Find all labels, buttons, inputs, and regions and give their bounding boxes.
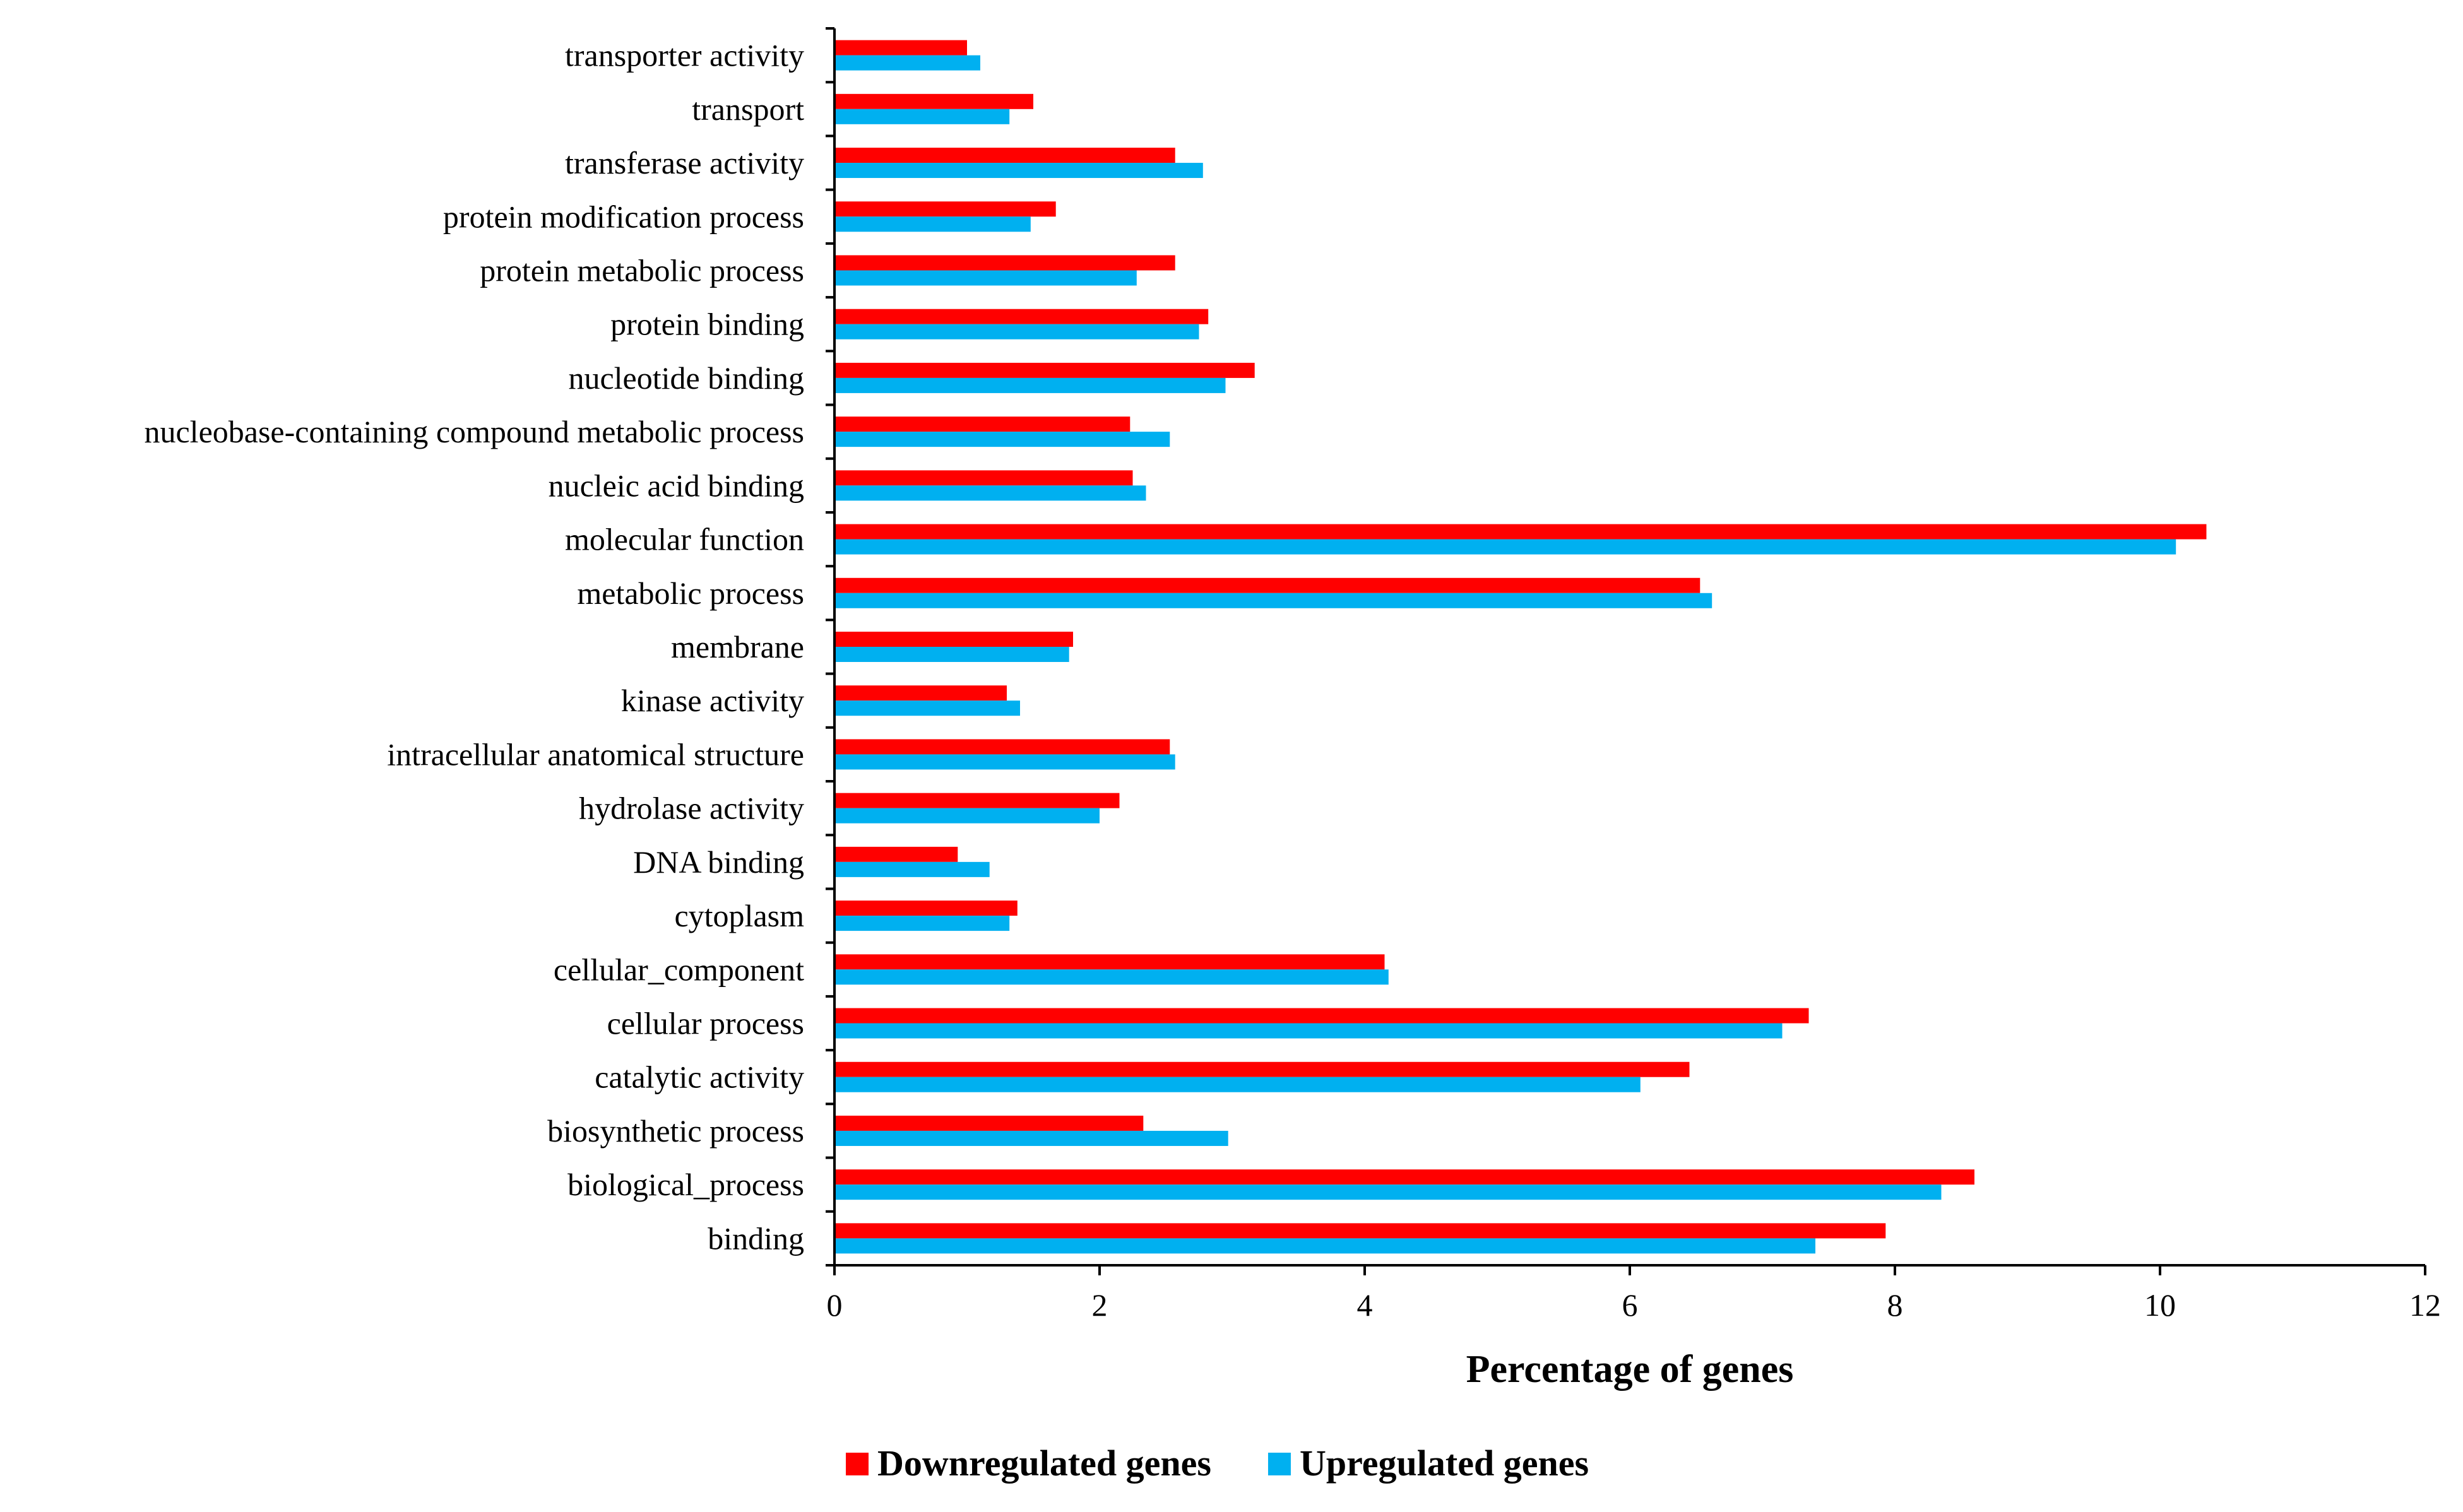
legend-swatch-downregulated-genes — [846, 1453, 869, 1475]
category-label-transferase-activity: transferase activity — [565, 145, 804, 180]
x-tick-label-0: 0 — [827, 1287, 843, 1323]
legend-swatch-upregulated-genes — [1267, 1453, 1291, 1475]
category-label-intracellular-anatomical-structure: intracellular anatomical structure — [387, 736, 804, 772]
bar-upregulated-genes-cellular-component — [834, 969, 1389, 985]
bar-downregulated-genes-molecular-function — [834, 524, 2207, 540]
bar-upregulated-genes-binding — [834, 1238, 1815, 1254]
bar-downregulated-genes-protein-modification-process — [834, 201, 1056, 217]
category-label-protein-modification-process: protein modification process — [443, 199, 804, 234]
bar-downregulated-genes-cellular-component — [834, 954, 1385, 970]
bar-upregulated-genes-protein-metabolic-process — [834, 270, 1137, 286]
bar-downregulated-genes-nucleic-acid-binding — [834, 470, 1133, 486]
bar-upregulated-genes-nucleic-acid-binding — [834, 485, 1146, 501]
bar-downregulated-genes-cellular-process — [834, 1008, 1809, 1024]
category-label-transporter-activity: transporter activity — [565, 38, 804, 73]
x-tick-label-6: 6 — [1622, 1287, 1638, 1323]
legend: Downregulated genes Upregulated genes — [846, 1443, 1589, 1484]
category-label-biological-process: biological_process — [567, 1167, 804, 1202]
category-label-cellular-process: cellular process — [607, 1006, 804, 1041]
bar-downregulated-genes-binding — [834, 1223, 1886, 1239]
bar-downregulated-genes-dna-binding — [834, 846, 958, 862]
category-label-molecular-function: molecular function — [565, 522, 804, 557]
bar-downregulated-genes-metabolic-process — [834, 577, 1700, 593]
category-label-binding: binding — [708, 1220, 804, 1256]
y-axis-ticks — [826, 27, 834, 1267]
bar-upregulated-genes-biosynthetic-process — [834, 1130, 1228, 1146]
bar-downregulated-genes-catalytic-activity — [834, 1061, 1690, 1077]
bar-downregulated-genes-biosynthetic-process — [834, 1115, 1144, 1131]
bar-downregulated-genes-nucleotide-binding — [834, 362, 1255, 378]
bar-upregulated-genes-protein-binding — [834, 324, 1199, 340]
bar-upregulated-genes-hydrolase-activity — [834, 808, 1100, 824]
x-tick-label-4: 4 — [1357, 1287, 1373, 1323]
bar-upregulated-genes-kinase-activity — [834, 700, 1020, 716]
bar-upregulated-genes-transporter-activity — [834, 55, 980, 71]
bar-upregulated-genes-transferase-activity — [834, 163, 1203, 179]
bars-group — [834, 40, 2207, 1254]
category-label-dna-binding: DNA binding — [633, 844, 804, 880]
bar-upregulated-genes-cellular-process — [834, 1023, 1783, 1039]
category-label-protein-binding: protein binding — [610, 307, 804, 342]
bar-downregulated-genes-transferase-activity — [834, 148, 1175, 163]
bar-downregulated-genes-biological-process — [834, 1169, 1974, 1185]
bar-downregulated-genes-transporter-activity — [834, 40, 967, 56]
x-axis-ticks: 0 2 4 6 8 10 12 — [827, 1265, 2441, 1323]
category-label-transport: transport — [692, 92, 804, 127]
bar-downregulated-genes-membrane — [834, 632, 1073, 647]
bar-downregulated-genes-cytoplasm — [834, 901, 1018, 916]
category-label-cytoplasm: cytoplasm — [674, 898, 804, 933]
bar-downregulated-genes-kinase-activity — [834, 685, 1007, 701]
category-label-protein-metabolic-process: protein metabolic process — [480, 252, 804, 288]
x-tick-label-8: 8 — [1887, 1287, 1903, 1323]
bar-downregulated-genes-hydrolase-activity — [834, 793, 1120, 808]
category-label-nucleobase-containing-compound-metabolic-process: nucleobase-containing compound metabolic… — [144, 414, 804, 449]
bar-upregulated-genes-cytoplasm — [834, 916, 1010, 931]
category-label-cellular-component: cellular_component — [554, 952, 804, 987]
bar-upregulated-genes-dna-binding — [834, 861, 990, 877]
bar-downregulated-genes-transport — [834, 93, 1033, 109]
x-axis-title: Percentage of genes — [1466, 1348, 1794, 1391]
bar-upregulated-genes-intracellular-anatomical-structure — [834, 754, 1175, 770]
legend-label-upregulated-genes: Upregulated genes — [1300, 1443, 1589, 1484]
category-label-hydrolase-activity: hydrolase activity — [579, 791, 804, 826]
bar-downregulated-genes-nucleobase-containing-compound-metabolic-process — [834, 416, 1131, 432]
bar-upregulated-genes-biological-process — [834, 1184, 1942, 1200]
bar-upregulated-genes-membrane — [834, 647, 1069, 662]
bar-upregulated-genes-transport — [834, 109, 1010, 124]
bar-upregulated-genes-nucleobase-containing-compound-metabolic-process — [834, 432, 1170, 447]
bar-upregulated-genes-protein-modification-process — [834, 216, 1031, 232]
x-tick-label-12: 12 — [2409, 1287, 2441, 1323]
category-label-metabolic-process: metabolic process — [577, 576, 804, 611]
x-tick-label-10: 10 — [2144, 1287, 2176, 1323]
x-tick-label-2: 2 — [1092, 1287, 1108, 1323]
bar-upregulated-genes-molecular-function — [834, 539, 2176, 555]
bar-upregulated-genes-metabolic-process — [834, 593, 1712, 608]
bar-upregulated-genes-catalytic-activity — [834, 1077, 1641, 1092]
category-label-biosynthetic-process: biosynthetic process — [547, 1113, 804, 1149]
legend-label-downregulated-genes: Downregulated genes — [877, 1443, 1211, 1484]
bar-downregulated-genes-intracellular-anatomical-structure — [834, 739, 1170, 755]
bar-downregulated-genes-protein-metabolic-process — [834, 255, 1175, 271]
bar-upregulated-genes-nucleotide-binding — [834, 377, 1226, 393]
category-labels: transporter activity transport transferase… — [144, 38, 804, 1256]
category-label-kinase-activity: kinase activity — [621, 683, 804, 718]
category-label-nucleic-acid-binding: nucleic acid binding — [549, 468, 804, 503]
category-label-membrane: membrane — [671, 629, 804, 664]
category-label-nucleotide-binding: nucleotide binding — [568, 360, 804, 396]
bar-downregulated-genes-protein-binding — [834, 309, 1209, 324]
category-label-catalytic-activity: catalytic activity — [595, 1060, 804, 1095]
